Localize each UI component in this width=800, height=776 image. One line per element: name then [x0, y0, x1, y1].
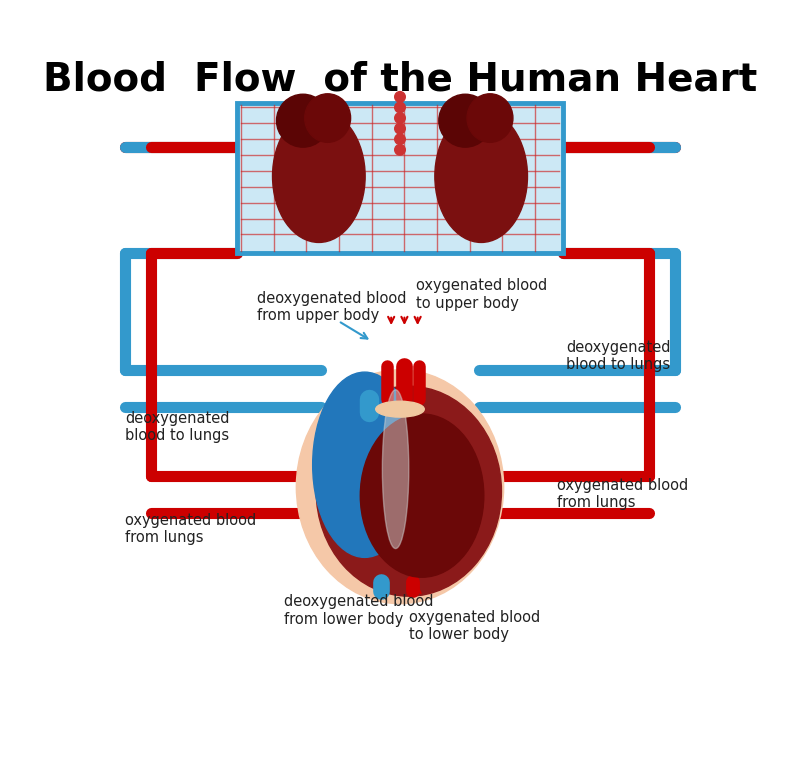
Ellipse shape [316, 386, 502, 596]
Ellipse shape [277, 94, 330, 147]
Text: deoxygenated
blood to lungs: deoxygenated blood to lungs [125, 411, 230, 443]
Circle shape [394, 113, 406, 123]
Circle shape [394, 144, 406, 155]
Text: oxygenated blood
to lower body: oxygenated blood to lower body [409, 610, 540, 643]
FancyBboxPatch shape [237, 103, 563, 253]
Ellipse shape [313, 372, 417, 557]
Text: deoxygenated blood
from lower body: deoxygenated blood from lower body [283, 594, 433, 626]
Ellipse shape [376, 401, 424, 417]
Text: oxygenated blood
from lungs: oxygenated blood from lungs [125, 513, 256, 546]
Ellipse shape [273, 110, 365, 242]
Circle shape [394, 102, 406, 113]
Ellipse shape [360, 414, 484, 577]
Ellipse shape [435, 110, 527, 242]
Ellipse shape [296, 370, 504, 604]
Circle shape [394, 123, 406, 134]
Text: deoxygenated blood
from upper body: deoxygenated blood from upper body [257, 291, 406, 323]
Ellipse shape [467, 94, 513, 142]
Ellipse shape [439, 94, 492, 147]
Text: oxygenated blood
from lungs: oxygenated blood from lungs [557, 478, 688, 510]
Ellipse shape [305, 94, 350, 142]
Ellipse shape [382, 390, 409, 549]
Circle shape [394, 134, 406, 144]
Text: deoxygenated
blood to lungs: deoxygenated blood to lungs [566, 340, 670, 372]
Text: Blood  Flow  of the Human Heart: Blood Flow of the Human Heart [43, 61, 757, 99]
Circle shape [394, 92, 406, 102]
Text: oxygenated blood
to upper body: oxygenated blood to upper body [416, 279, 547, 310]
